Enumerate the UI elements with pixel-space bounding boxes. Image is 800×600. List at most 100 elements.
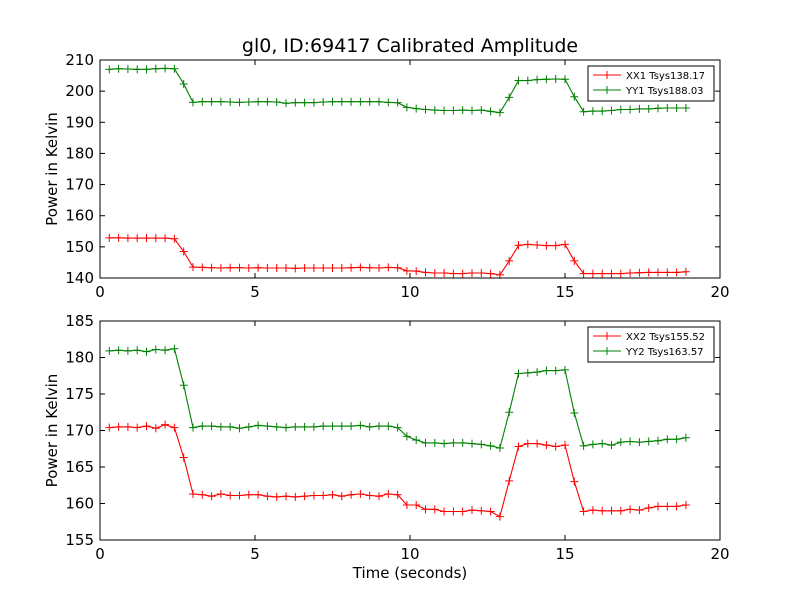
data-point-marker xyxy=(393,98,402,107)
x-tick-label: 10 xyxy=(400,545,419,563)
data-point-marker xyxy=(533,240,542,249)
data-point-marker xyxy=(170,344,179,353)
data-point-marker xyxy=(347,422,356,431)
x-tick-label: 20 xyxy=(710,545,729,563)
data-point-marker xyxy=(598,439,607,448)
data-point-marker xyxy=(654,436,662,445)
data-point-marker xyxy=(291,492,300,501)
data-point-marker xyxy=(151,234,160,243)
legend-marker xyxy=(603,347,611,355)
data-point-marker xyxy=(495,512,504,521)
data-point-marker xyxy=(495,108,504,117)
plot-2: 0 5 10 15 20 155 160 165 170 175 180 185 Power in Ke… xyxy=(43,312,730,563)
data-point-marker xyxy=(663,268,672,277)
data-point-marker xyxy=(244,98,253,107)
data-point-marker xyxy=(347,97,356,106)
y-tick-label: 170 xyxy=(65,422,94,440)
data-point-marker xyxy=(198,422,207,431)
data-point-marker xyxy=(375,97,383,106)
data-point-marker xyxy=(430,505,439,514)
data-point-marker xyxy=(216,97,225,106)
y-tick-label: 170 xyxy=(65,176,94,194)
data-point-marker xyxy=(384,98,393,107)
y-tick-label: 190 xyxy=(65,113,94,131)
data-point-marker xyxy=(626,105,635,114)
data-point-marker xyxy=(477,106,486,115)
data-point-marker xyxy=(533,368,542,377)
data-point-marker xyxy=(551,74,560,83)
data-point-marker xyxy=(523,368,532,377)
y-tick-label: 155 xyxy=(65,531,94,549)
data-point-marker xyxy=(170,234,179,243)
data-point-marker xyxy=(412,435,421,444)
data-point-marker xyxy=(570,408,579,417)
data-point-marker xyxy=(588,506,597,515)
data-point-marker xyxy=(449,438,458,447)
data-point-marker xyxy=(616,269,625,278)
data-point-marker xyxy=(514,442,523,451)
data-point-marker xyxy=(207,97,216,106)
series-2-line xyxy=(105,64,690,117)
data-point-marker xyxy=(514,369,523,378)
data-point-marker xyxy=(319,264,328,273)
data-point-marker xyxy=(161,234,170,243)
data-point-marker xyxy=(505,93,514,102)
legend-label: XX1 Tsys138.17 xyxy=(626,71,705,82)
data-point-marker xyxy=(523,240,532,249)
data-point-marker xyxy=(179,247,188,256)
data-point-marker xyxy=(626,437,635,446)
data-point-marker xyxy=(272,492,281,501)
data-point-marker xyxy=(170,423,179,432)
data-point-marker xyxy=(384,422,393,431)
data-point-marker xyxy=(356,97,365,106)
y-tick-label: 140 xyxy=(65,269,94,287)
data-point-marker xyxy=(561,365,569,374)
data-point-marker xyxy=(328,490,337,499)
x-tick-label: 5 xyxy=(250,283,260,301)
data-point-marker xyxy=(291,98,300,107)
y-tick-label: 180 xyxy=(65,144,94,162)
data-point-marker xyxy=(505,256,514,265)
data-point-marker xyxy=(235,98,244,107)
data-point-marker xyxy=(105,423,114,432)
data-point-marker xyxy=(542,441,551,450)
data-point-marker xyxy=(486,507,495,516)
data-point-marker xyxy=(672,502,681,511)
data-point-marker xyxy=(114,422,123,431)
y-tick-label: 210 xyxy=(65,51,94,69)
data-point-marker xyxy=(440,106,449,115)
data-point-marker xyxy=(263,264,272,273)
data-point-marker xyxy=(123,422,132,431)
data-point-marker xyxy=(412,267,421,276)
data-point-marker xyxy=(216,490,225,499)
data-point-marker xyxy=(468,439,476,448)
data-point-marker xyxy=(663,435,672,444)
y-axis-label: Power in Kelvin xyxy=(43,112,61,226)
data-point-marker xyxy=(644,104,653,113)
data-point-marker xyxy=(216,264,225,273)
data-point-marker xyxy=(458,106,467,115)
data-point-marker xyxy=(607,106,616,115)
data-point-marker xyxy=(235,491,244,500)
data-point-marker xyxy=(440,269,449,278)
data-point-marker xyxy=(440,507,449,516)
data-point-marker xyxy=(579,441,588,450)
data-point-marker xyxy=(477,269,486,278)
data-point-marker xyxy=(486,107,495,116)
data-point-marker xyxy=(263,422,272,431)
data-point-marker xyxy=(570,92,579,101)
data-point-marker xyxy=(142,347,151,356)
data-point-marker xyxy=(254,490,263,499)
data-point-marker xyxy=(663,103,672,112)
data-point-marker xyxy=(244,422,253,431)
data-point-marker xyxy=(309,264,318,273)
data-point-marker xyxy=(616,506,625,515)
data-point-marker xyxy=(244,490,253,499)
data-point-marker xyxy=(133,423,142,432)
data-point-marker xyxy=(142,65,151,74)
data-point-marker xyxy=(272,422,281,431)
data-point-marker xyxy=(272,98,281,107)
y-tick-label: 175 xyxy=(65,385,94,403)
data-point-marker xyxy=(486,441,495,450)
